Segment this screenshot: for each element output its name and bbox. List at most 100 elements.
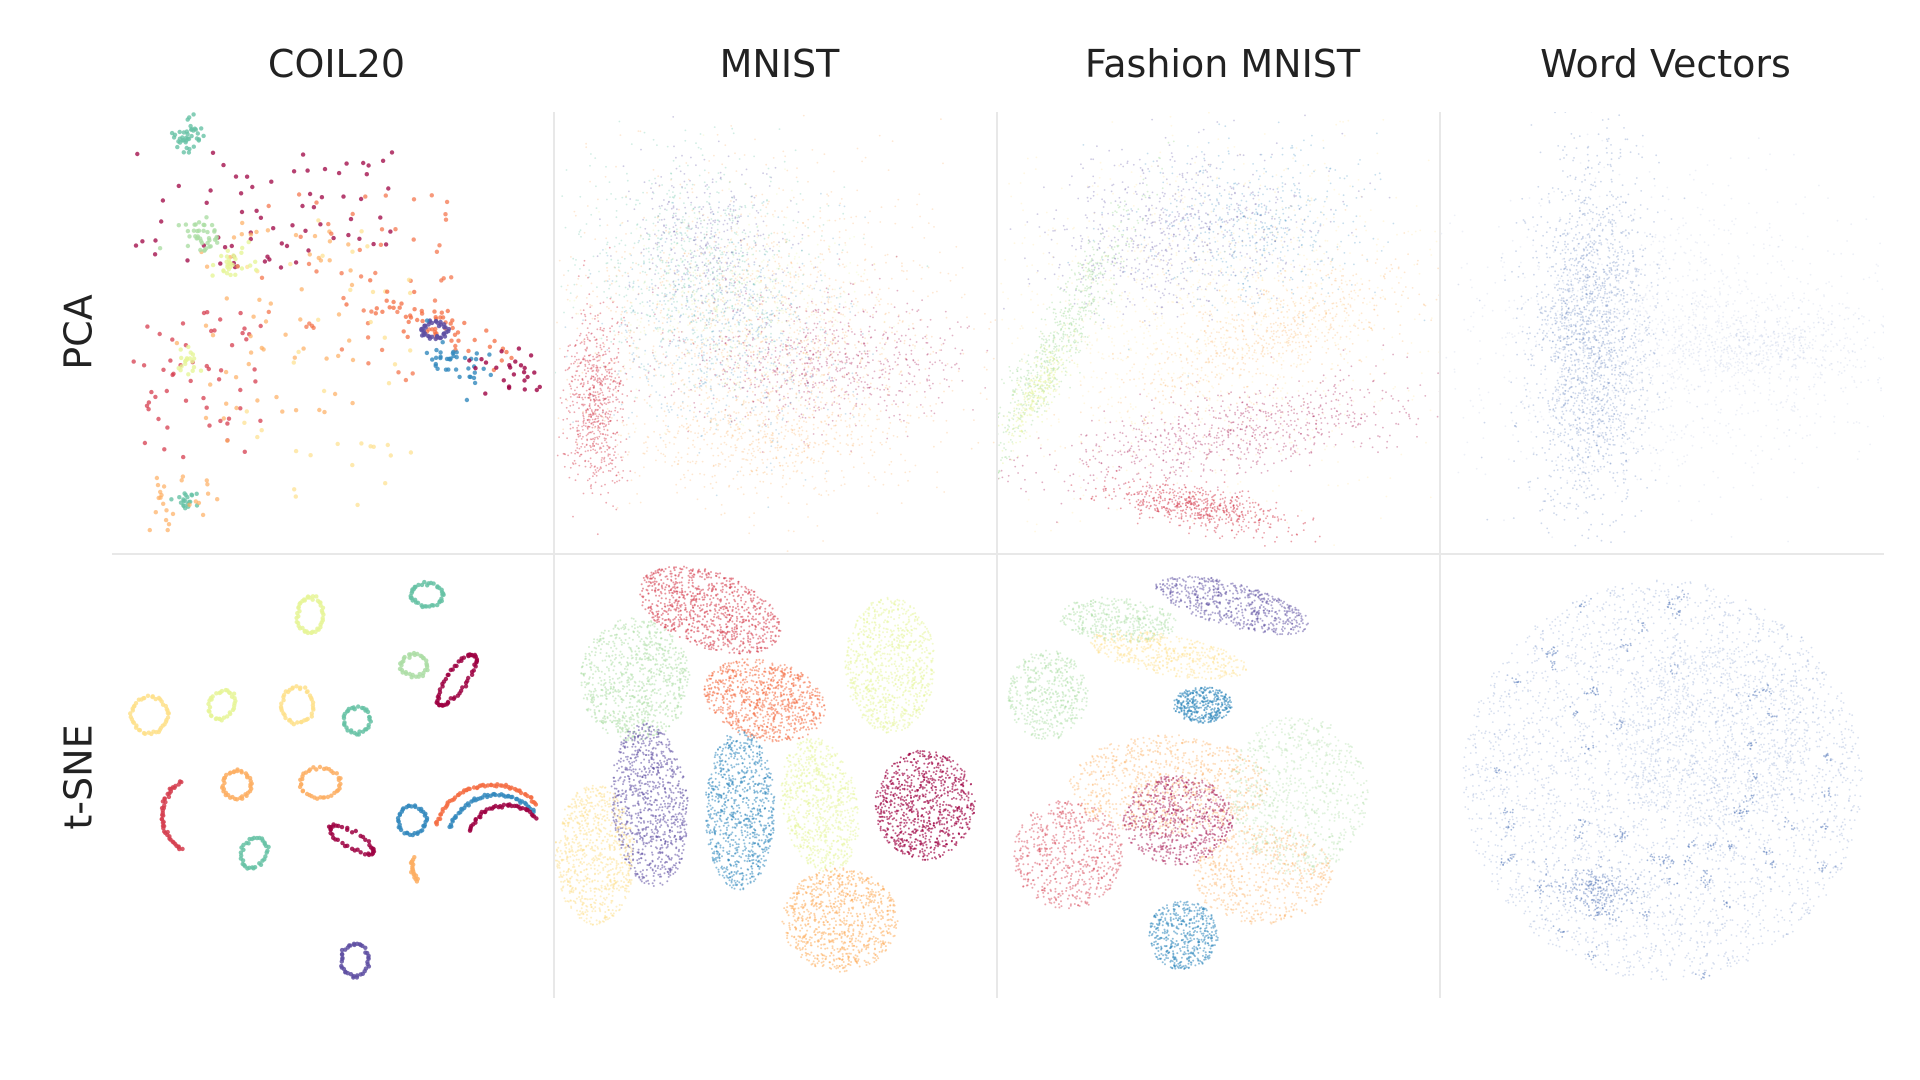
- data-point: [660, 361, 663, 364]
- data-point: [724, 144, 727, 147]
- data-point: [745, 288, 748, 290]
- data-point: [729, 208, 732, 211]
- data-point: [196, 228, 202, 233]
- data-point: [701, 341, 703, 344]
- data-point: [659, 436, 662, 439]
- data-point: [316, 317, 321, 322]
- data-point: [585, 412, 587, 414]
- data-point: [750, 351, 752, 354]
- data-point: [778, 362, 781, 365]
- data-point: [928, 384, 931, 387]
- data-point: [729, 291, 732, 294]
- data-point: [714, 249, 717, 252]
- data-point: [711, 252, 714, 254]
- data-point: [665, 279, 668, 282]
- data-point: [744, 327, 747, 330]
- data-point: [216, 377, 222, 382]
- data-point: [178, 500, 184, 505]
- data-point: [231, 235, 237, 240]
- data-point: [781, 477, 784, 479]
- data-point: [804, 374, 806, 377]
- data-point: [204, 478, 209, 483]
- data-point: [798, 266, 801, 269]
- data-point: [856, 300, 859, 303]
- data-point: [750, 319, 753, 322]
- data-point: [747, 377, 750, 380]
- data-point: [674, 194, 676, 197]
- data-point: [799, 193, 802, 195]
- data-point: [770, 332, 772, 335]
- data-point: [198, 236, 203, 241]
- data-point: [789, 403, 792, 406]
- data-point: [805, 362, 808, 364]
- data-point: [801, 363, 804, 365]
- data-point: [772, 157, 775, 159]
- data-point: [683, 476, 686, 479]
- data-point: [870, 290, 873, 293]
- data-point: [741, 302, 743, 304]
- data-point: [606, 254, 609, 257]
- data-point: [743, 237, 746, 240]
- data-point: [680, 408, 682, 411]
- data-point: [647, 378, 650, 380]
- data-point: [713, 297, 716, 299]
- data-point: [716, 274, 719, 277]
- data-point: [724, 343, 727, 346]
- data-point: [767, 378, 769, 380]
- data-point: [711, 223, 714, 226]
- data-point: [589, 304, 592, 306]
- data-point: [826, 296, 829, 299]
- data-point: [672, 191, 674, 193]
- data-point: [729, 460, 731, 462]
- data-point: [691, 357, 693, 360]
- data-point: [837, 353, 839, 356]
- data-point: [789, 378, 791, 380]
- data-point: [834, 424, 837, 427]
- data-point: [729, 338, 732, 341]
- data-point: [729, 354, 732, 357]
- data-point: [724, 382, 726, 385]
- data-point: [316, 218, 321, 223]
- data-point: [676, 288, 679, 291]
- data-point: [803, 373, 806, 376]
- data-point: [818, 409, 821, 411]
- data-point: [365, 244, 370, 249]
- data-point: [259, 275, 265, 280]
- data-point: [927, 266, 930, 269]
- data-point: [778, 357, 780, 359]
- data-point: [727, 430, 729, 433]
- data-point: [705, 309, 708, 312]
- data-point: [801, 460, 803, 463]
- data-point: [815, 311, 818, 314]
- data-point: [948, 385, 950, 388]
- data-point: [665, 229, 667, 232]
- data-point: [724, 342, 727, 344]
- data-point: [578, 233, 580, 236]
- data-point: [792, 379, 795, 382]
- data-point: [681, 400, 684, 403]
- data-point: [966, 327, 969, 329]
- data-point: [636, 224, 638, 226]
- data-point: [778, 241, 780, 244]
- data-point: [664, 208, 666, 211]
- data-point: [221, 269, 226, 274]
- data-point: [801, 233, 804, 236]
- data-point: [726, 291, 729, 293]
- data-point: [702, 302, 704, 305]
- data-point: [769, 340, 772, 343]
- data-point: [598, 270, 600, 273]
- data-point: [737, 290, 739, 293]
- data-point: [829, 328, 831, 331]
- data-point: [794, 460, 797, 463]
- data-point: [749, 344, 752, 347]
- data-point: [225, 264, 230, 270]
- data-point: [714, 419, 717, 421]
- data-point: [355, 502, 360, 508]
- data-point: [748, 330, 751, 333]
- data-point: [759, 400, 762, 402]
- data-point: [705, 244, 707, 247]
- data-point: [832, 390, 835, 393]
- data-point: [801, 472, 803, 474]
- data-point: [648, 261, 651, 264]
- data-point: [785, 308, 787, 311]
